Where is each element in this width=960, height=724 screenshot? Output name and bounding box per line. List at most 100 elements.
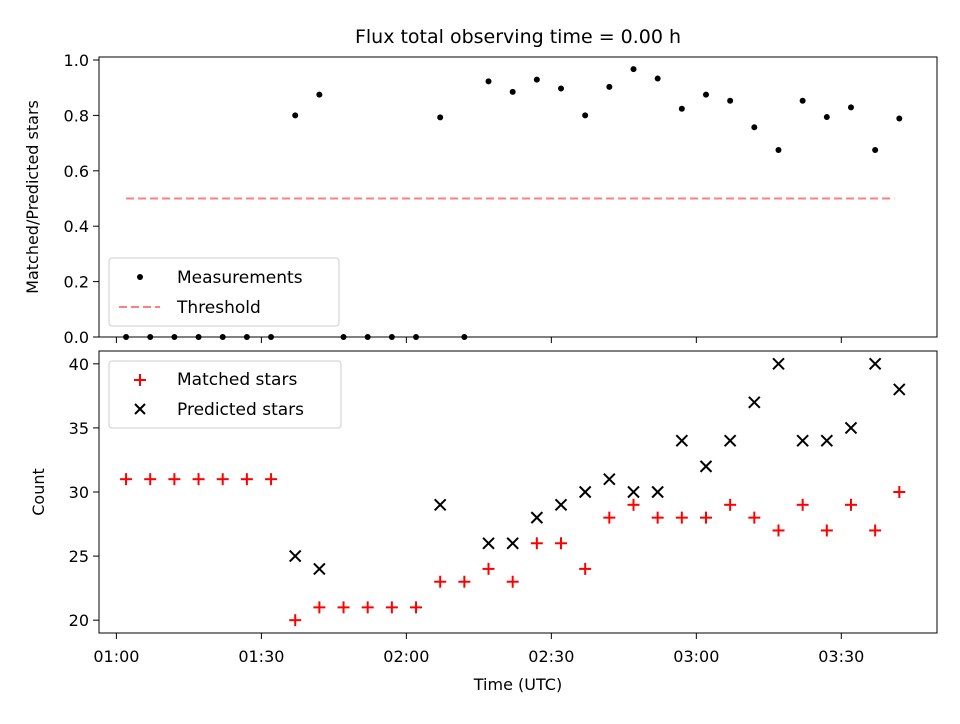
top-y-ticks: 0.0 0.2 0.4 0.6 0.8 1.0 [64, 51, 99, 347]
matched-star-point [748, 511, 761, 524]
top-y-axis-label: Matched/Predicted stars [23, 100, 42, 294]
measurement-point [316, 91, 323, 98]
predicted-star-point [603, 472, 616, 486]
matched-star-point [627, 498, 640, 511]
predicted-star-point [699, 460, 713, 473]
matched-star-point [603, 511, 616, 524]
measurement-point [582, 112, 589, 119]
measurement-point [533, 76, 540, 83]
bottom-y-tick-label: 25 [69, 547, 89, 566]
matched-star-point [579, 562, 592, 575]
predicted-star-stroke [675, 434, 689, 447]
matched-star-point [555, 537, 568, 550]
predicted-star-stroke [313, 562, 326, 576]
matched-star-point [168, 473, 181, 486]
measurement-point [485, 78, 492, 85]
count-panel: Count Time (UTC) 20 25 30 35 40 01:00 01:30 02… [29, 350, 938, 694]
predicted-star-point [748, 396, 761, 409]
x-tick-label: 03:30 [818, 647, 864, 666]
legend-matched-label: Matched stars [177, 370, 297, 390]
predicted-star-point [530, 511, 544, 524]
top-y-tick-label: 0.8 [64, 106, 89, 125]
x-tick-label: 03:00 [673, 647, 719, 666]
matched-star-point [651, 511, 664, 524]
measurement-point [799, 97, 806, 104]
top-y-tick-label: 0.6 [64, 162, 89, 181]
predicted-star-point [893, 383, 906, 396]
matched-star-point [410, 601, 423, 614]
matched-star-point [120, 473, 133, 486]
predicted-star-point [506, 537, 519, 550]
predicted-star-point [675, 434, 689, 447]
matched-star-point [820, 524, 833, 537]
matched-star-point [482, 562, 495, 575]
matched-star-point [724, 498, 737, 511]
predicted-star-point [433, 498, 447, 512]
matched-star-point [361, 601, 374, 614]
matched-star-point [699, 511, 712, 524]
measurement-points [123, 66, 903, 340]
bottom-y-axis-label: Count [29, 468, 48, 516]
measurement-point [558, 85, 565, 92]
x-axis-label: Time (UTC) [473, 675, 562, 694]
matched-star-point [240, 473, 253, 486]
x-tick-label: 02:30 [528, 647, 574, 666]
measurement-point [847, 104, 854, 111]
bottom-legend-box [108, 360, 342, 429]
matched-star-point [772, 524, 785, 537]
matched-star-point [458, 575, 471, 588]
predicted-star-stroke [893, 383, 906, 396]
measurement-point [292, 112, 299, 119]
measurement-point [678, 105, 685, 112]
bottom-x-ticks: 01:00 01:30 02:00 02:30 03:00 03:30 [93, 633, 864, 666]
measurement-point [509, 88, 516, 95]
matched-star-point [506, 575, 519, 588]
predicted-star-point [482, 537, 495, 550]
predicted-star-stroke [772, 357, 785, 371]
measurement-point [702, 91, 709, 98]
predicted-star-stroke [796, 434, 809, 447]
predicted-star-point [554, 498, 568, 512]
ratio-panel: Flux total observing time = 0.00 h Match… [23, 26, 938, 347]
bottom-y-tick-label: 30 [69, 483, 89, 502]
predicted-star-stroke [289, 549, 302, 563]
legend-predicted-marker [134, 403, 146, 415]
predicted-star-point [313, 562, 326, 576]
matched-star-point [385, 601, 398, 614]
predicted-star-stroke [748, 396, 761, 409]
matched-star-point [844, 498, 857, 511]
measurement-point [606, 83, 613, 90]
measurement-point [654, 75, 661, 82]
matched-star-point [265, 473, 278, 486]
predicted-star-stroke [844, 421, 858, 435]
predicted-star-stroke [433, 498, 447, 512]
matched-star-point [796, 498, 809, 511]
legend-measurements-marker [137, 274, 143, 280]
top-plot-frame [98, 56, 938, 338]
matched-star-point [675, 511, 688, 524]
top-legend-box [108, 257, 340, 327]
predicted-star-point [796, 434, 809, 447]
x-tick-label: 02:00 [383, 647, 429, 666]
matched-star-point [893, 486, 906, 498]
matched-star-point [313, 601, 326, 614]
legend-measurements-label: Measurements [177, 268, 303, 288]
count-points [120, 357, 906, 627]
predicted-star-point [578, 485, 592, 499]
chart-title: Flux total observing time = 0.00 h [355, 26, 681, 48]
predicted-star-stroke [699, 460, 713, 473]
predicted-star-point [627, 485, 640, 499]
predicted-star-stroke [554, 498, 568, 512]
predicted-star-point [651, 485, 664, 499]
bottom-y-tick-label: 40 [69, 355, 89, 374]
predicted-star-point [723, 434, 737, 447]
matched-star-point [530, 537, 543, 550]
matched-star-point [337, 601, 350, 614]
predicted-star-stroke [482, 537, 495, 550]
x-tick-label: 01:30 [238, 647, 284, 666]
predicted-star-point [820, 434, 834, 447]
top-y-tick-label: 0.0 [64, 328, 89, 347]
measurement-point [751, 124, 758, 131]
